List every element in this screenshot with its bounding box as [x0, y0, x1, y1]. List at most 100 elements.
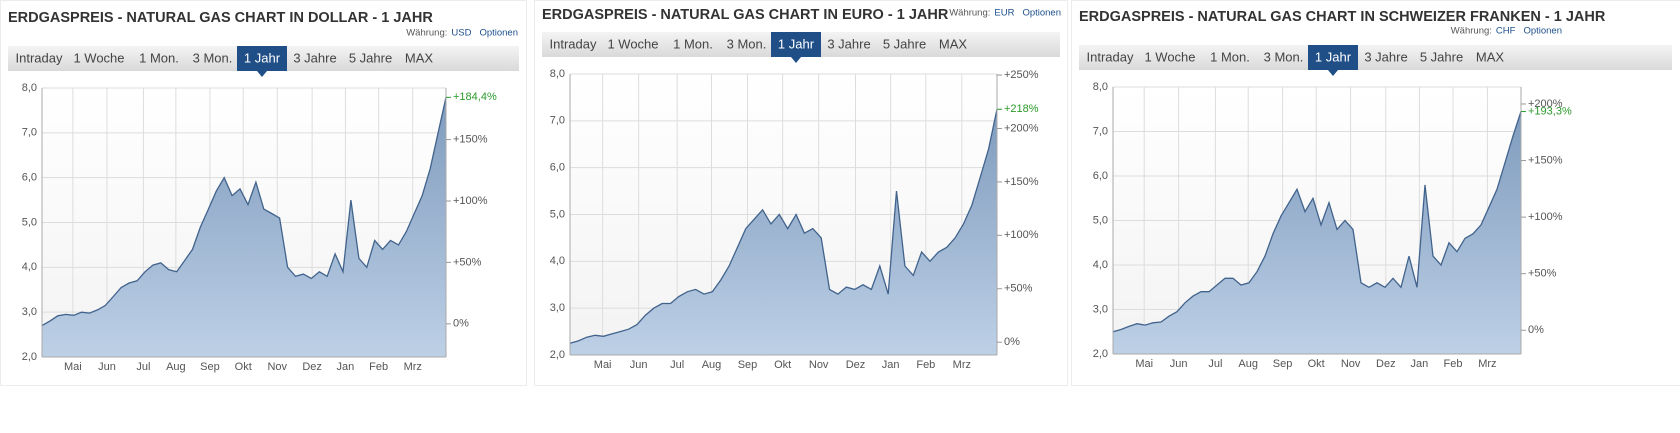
x-tick-label: Mrz — [953, 359, 971, 371]
tab[interactable]: MAX — [939, 36, 968, 51]
y-tick-label: 2,0 — [22, 351, 37, 363]
y-tick-label: 7,0 — [22, 127, 37, 139]
x-tick-label: Jul — [670, 359, 684, 371]
y2-tick-label: +250% — [1004, 69, 1039, 81]
y2-tick-label: +150% — [453, 133, 488, 145]
currency-label: Währung: — [949, 8, 990, 19]
active-tab — [237, 46, 287, 71]
y2-tick-label: +100% — [1004, 229, 1039, 241]
tab[interactable]: 1 Mon. — [139, 50, 179, 65]
x-tick-label: Aug — [1238, 358, 1258, 370]
tab[interactable]: 1 Woche — [73, 50, 124, 65]
tab[interactable]: 1 Jahr — [1315, 49, 1352, 64]
y2-tick-label: +50% — [1528, 268, 1557, 280]
y-tick-label: 3,0 — [22, 306, 37, 318]
x-tick-label: Okt — [774, 359, 791, 371]
chart-title: ERDGASPREIS - NATURAL GAS CHART IN SCHWE… — [1079, 9, 1606, 25]
x-tick-label: Jul — [1208, 358, 1222, 370]
y-tick-label: 8,0 — [1093, 81, 1108, 93]
y-tick-label: 7,0 — [1093, 125, 1108, 137]
y2-tick-label: +100% — [453, 195, 488, 207]
y-tick-label: 5,0 — [22, 216, 37, 228]
tab[interactable]: Intraday — [1087, 49, 1134, 64]
y-tick-label: 5,0 — [1093, 214, 1108, 226]
y-tick-label: 2,0 — [1093, 348, 1108, 360]
x-tick-label: Jul — [136, 361, 150, 373]
active-tab-pointer — [257, 71, 267, 77]
tab[interactable]: 5 Jahre — [349, 50, 392, 65]
x-tick-label: Sep — [1273, 358, 1293, 370]
x-tick-label: Dez — [302, 361, 322, 373]
y2-tick-label: +50% — [1004, 283, 1033, 295]
y-tick-label: 4,0 — [22, 261, 37, 273]
x-tick-label: Nov — [1341, 358, 1361, 370]
options-link[interactable]: Optionen — [479, 28, 518, 39]
tab[interactable]: 1 Woche — [607, 36, 658, 51]
x-tick-label: Mai — [64, 361, 82, 373]
tab[interactable]: 3 Jahre — [293, 50, 336, 65]
tab[interactable]: 3 Jahre — [827, 36, 870, 51]
y2-tick-label: +100% — [1528, 211, 1563, 223]
y2-tick-label: 0% — [1528, 324, 1544, 336]
tab[interactable]: 3 Jahre — [1364, 49, 1407, 64]
y2-tick-label: +150% — [1528, 154, 1563, 166]
x-tick-label: Jun — [630, 359, 648, 371]
area — [42, 97, 446, 358]
x-tick-label: Jan — [882, 359, 900, 371]
tab[interactable]: 3 Mon. — [193, 50, 233, 65]
tab[interactable]: MAX — [405, 50, 434, 65]
x-tick-label: Mrz — [404, 361, 422, 373]
active-tab-pointer — [791, 57, 801, 63]
tab[interactable]: 3 Mon. — [727, 36, 767, 51]
options-link[interactable]: Optionen — [1523, 26, 1562, 37]
x-tick-label: Jun — [98, 361, 116, 373]
y-tick-label: 7,0 — [550, 115, 565, 127]
y2-tick-label: +200% — [1004, 122, 1039, 134]
currency-link[interactable]: USD — [451, 28, 471, 39]
x-tick-label: Aug — [702, 359, 722, 371]
y2-tick-label: +150% — [1004, 176, 1039, 188]
tab-bar — [1079, 45, 1672, 70]
x-tick-label: Jan — [1411, 358, 1429, 370]
x-tick-label: Jun — [1170, 358, 1188, 370]
y2-tick-label: +50% — [453, 256, 482, 268]
tab[interactable]: 1 Mon. — [673, 36, 713, 51]
tab[interactable]: 1 Mon. — [1210, 49, 1250, 64]
x-tick-label: Sep — [200, 361, 220, 373]
x-tick-label: Mai — [1135, 358, 1153, 370]
y-tick-label: 5,0 — [550, 208, 565, 220]
tab[interactable]: 5 Jahre — [1420, 49, 1463, 64]
active-tab — [771, 32, 821, 57]
x-tick-label: Sep — [738, 359, 758, 371]
y-tick-label: 6,0 — [22, 172, 37, 184]
x-tick-label: Mrz — [1478, 358, 1496, 370]
x-tick-label: Dez — [1376, 358, 1396, 370]
last-change-label: +184,4% — [453, 91, 497, 103]
tab[interactable]: Intraday — [16, 50, 63, 65]
tab[interactable]: 3 Mon. — [1264, 49, 1304, 64]
y-tick-label: 8,0 — [550, 68, 565, 80]
currency-label: Währung: — [406, 28, 447, 39]
y-tick-label: 3,0 — [550, 302, 565, 314]
last-change-label: +193,3% — [1528, 105, 1572, 117]
x-tick-label: Mai — [594, 359, 612, 371]
tab[interactable]: 1 Jahr — [244, 50, 281, 65]
tab[interactable]: 1 Woche — [1144, 49, 1195, 64]
tab[interactable]: MAX — [1476, 49, 1505, 64]
x-tick-label: Jan — [337, 361, 355, 373]
currency-link[interactable]: EUR — [994, 8, 1014, 19]
options-link[interactable]: Optionen — [1022, 8, 1061, 19]
x-tick-label: Okt — [235, 361, 252, 373]
x-tick-label: Dez — [846, 359, 866, 371]
price-line — [1112, 111, 1522, 333]
currency-label: Währung: — [1451, 26, 1492, 37]
tab[interactable]: Intraday — [550, 36, 597, 51]
chart-title: ERDGASPREIS - NATURAL GAS CHART IN DOLLA… — [8, 10, 433, 26]
x-tick-label: Feb — [916, 359, 935, 371]
tab[interactable]: 5 Jahre — [883, 36, 926, 51]
currency-link[interactable]: CHF — [1496, 26, 1516, 37]
area — [1113, 111, 1521, 354]
y-tick-label: 4,0 — [1093, 259, 1108, 271]
tab[interactable]: 1 Jahr — [778, 36, 815, 51]
